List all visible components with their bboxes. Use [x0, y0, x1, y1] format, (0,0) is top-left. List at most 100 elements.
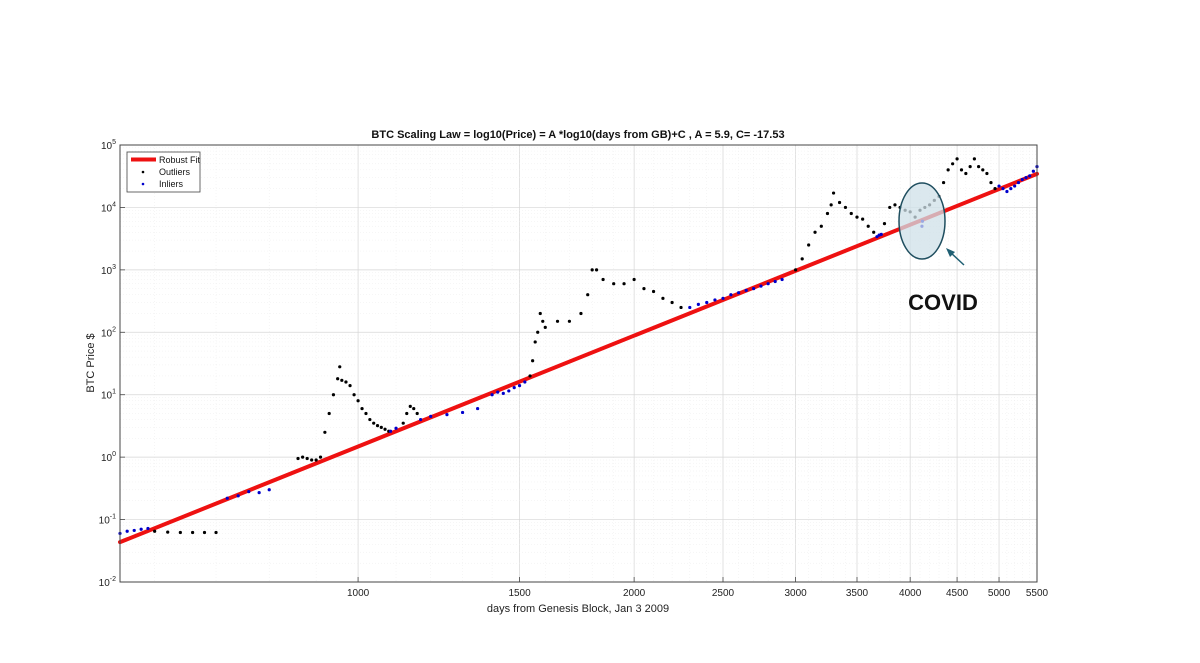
outlier-point — [946, 168, 950, 172]
chart-title: BTC Scaling Law = log10(Price) = A *log1… — [371, 129, 784, 141]
outlier-point — [612, 282, 616, 286]
legend-outliers-swatch — [141, 170, 145, 174]
outlier-point — [383, 427, 387, 431]
inlier-point — [752, 287, 756, 291]
outlier-point — [336, 377, 340, 381]
outlier-point — [882, 222, 887, 226]
inlier-point — [394, 426, 398, 430]
covid-highlight-ellipse — [898, 182, 946, 260]
legend-inliers-label: Inliers — [159, 179, 184, 189]
outlier-point — [296, 456, 300, 461]
outlier-point — [348, 383, 352, 388]
outlier-point — [401, 421, 405, 425]
inlier-point — [490, 393, 494, 397]
inlier-point — [879, 232, 883, 236]
inlier-point — [766, 282, 770, 286]
inlier-point — [146, 526, 150, 531]
x-tick-label: 2500 — [712, 588, 735, 599]
y-axis-label: BTC Price $ — [85, 333, 97, 392]
outlier-point — [543, 325, 547, 329]
inlier-point — [997, 184, 1001, 188]
outlier-point — [310, 458, 314, 462]
outlier-point — [872, 230, 876, 234]
inlier-point — [225, 496, 229, 500]
inlier-point — [737, 291, 741, 295]
inlier-point — [721, 296, 725, 300]
covid-annotation: COVID — [908, 290, 978, 315]
outlier-point — [579, 311, 583, 316]
outlier-point — [344, 380, 348, 384]
inlier-point — [267, 488, 271, 492]
inlier-point — [507, 389, 511, 393]
inlier-point — [729, 293, 733, 297]
outlier-point — [360, 406, 364, 411]
outlier-point — [586, 293, 590, 297]
outlier-point — [331, 393, 336, 397]
inlier-point — [1031, 169, 1035, 173]
outlier-point — [813, 230, 817, 234]
inlier-point — [688, 305, 692, 310]
outlier-point — [642, 287, 646, 291]
outlier-point — [405, 411, 409, 416]
inlier-point — [501, 391, 505, 395]
inlier-point — [705, 300, 709, 305]
inlier-point — [236, 494, 240, 498]
outlier-point — [981, 168, 985, 172]
outlier-point — [955, 157, 959, 161]
outlier-point — [531, 359, 535, 363]
inlier-point — [445, 413, 449, 417]
outlier-point — [528, 374, 532, 378]
x-tick-label: 3000 — [784, 588, 807, 599]
plot-frame — [119, 144, 1038, 583]
y-tick-label: 100 — [101, 451, 116, 464]
outlier-point — [415, 411, 419, 416]
robust-fit-line — [118, 171, 1039, 545]
outlier-point — [368, 417, 372, 422]
inlier-point — [460, 410, 465, 415]
outlier-point — [567, 319, 572, 323]
inlier-point — [257, 491, 261, 495]
outlier-point — [866, 224, 870, 228]
legend-outliers-label: Outliers — [159, 167, 191, 177]
outlier-point — [861, 217, 865, 221]
outlier-point — [594, 268, 599, 272]
outlier-point — [829, 203, 833, 207]
inlier-point — [388, 429, 393, 433]
legend: Robust Fit Outliers Inliers — [126, 151, 201, 193]
outlier-point — [538, 311, 542, 316]
plot-area — [120, 145, 1037, 582]
outlier-point — [412, 406, 416, 411]
y-tick-label: 102 — [101, 326, 116, 339]
fit-line-group — [118, 171, 1039, 545]
inlier-point — [517, 383, 522, 388]
x-tick-label: 2000 — [623, 588, 646, 599]
x-tick-label: 5500 — [1026, 588, 1049, 599]
y-tick-label: 105 — [101, 139, 116, 152]
outlier-point — [800, 257, 804, 261]
outlier-point — [352, 393, 356, 397]
outlier-point — [837, 200, 842, 205]
outlier-point — [191, 530, 195, 535]
inlier-point — [139, 527, 143, 531]
outlier-point — [364, 411, 368, 416]
outlier-point — [959, 168, 964, 172]
inlier-point — [496, 390, 500, 394]
outlier-point — [622, 282, 626, 286]
outlier-point — [408, 404, 412, 408]
inlier-point — [512, 386, 516, 390]
outlier-point — [831, 191, 836, 195]
inlier-point — [696, 302, 700, 306]
outlier-point — [178, 530, 182, 535]
outlier-point — [888, 205, 892, 210]
outlier-point — [202, 530, 207, 535]
x-tick-label: 5000 — [988, 588, 1011, 599]
outlier-point — [819, 224, 823, 228]
y-axis-ticks: 10-2 10-1 100 101 102 103 104 105 — [99, 139, 125, 589]
legend-inliers-swatch — [141, 182, 145, 186]
outlier-point — [555, 319, 560, 323]
outliers-series — [153, 157, 997, 535]
outlier-point — [372, 421, 376, 425]
outlier-point — [356, 399, 360, 403]
outlier-point — [951, 162, 955, 166]
outlier-point — [893, 203, 897, 207]
